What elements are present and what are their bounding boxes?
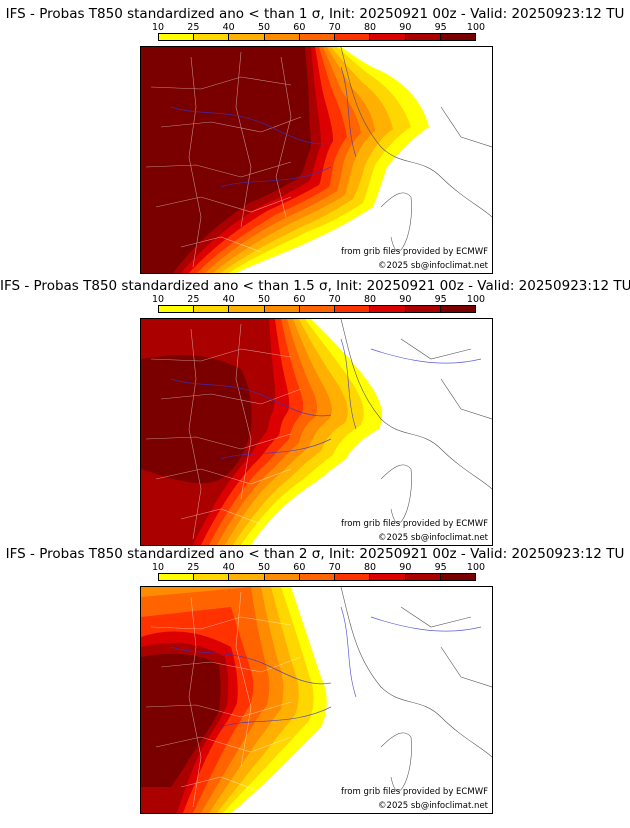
copyright-credit: ©2025 sb@infoclimat.net <box>378 801 488 811</box>
colorbar-tick-label: 90 <box>399 294 412 305</box>
colorbar <box>158 305 476 313</box>
colorbar-tick-label: 100 <box>466 562 486 573</box>
colorbar-swatch <box>440 306 475 312</box>
coastline-borders <box>340 319 492 524</box>
colorbar-tick-label: 50 <box>257 294 271 305</box>
colorbar-swatch <box>370 306 406 312</box>
colorbar-swatch <box>299 574 336 580</box>
colorbar-swatch <box>194 574 230 580</box>
probability-map: from grib files provided by ECMWF ©2025 … <box>140 318 493 546</box>
colorbar-swatch <box>159 34 195 40</box>
colorbar-swatch <box>264 34 300 40</box>
probability-map: from grib files provided by ECMWF ©2025 … <box>140 46 493 274</box>
colorbar-swatch <box>194 34 230 40</box>
colorbar-tick-label: 80 <box>363 294 377 305</box>
colorbar-tick-label: 60 <box>293 562 306 573</box>
colorbar-swatch <box>440 574 475 580</box>
colorbar-swatch <box>335 34 371 40</box>
colorbar-tick-label: 95 <box>434 562 447 573</box>
colorbar-tick-label: 25 <box>187 562 200 573</box>
colorbar-tick-label: 40 <box>222 22 235 33</box>
panel-title: IFS - Probas T850 standardized ano < tha… <box>5 546 625 562</box>
coastline-borders <box>340 47 492 252</box>
colorbar-tick-label: 70 <box>328 562 341 573</box>
colorbar-tick-label: 10 <box>151 22 165 33</box>
map-panel-2: IFS - Probas T850 standardized ano < tha… <box>0 278 630 546</box>
colorbar-tick-label: 70 <box>328 22 341 33</box>
source-credit: from grib files provided by ECMWF <box>341 787 488 797</box>
copyright-credit: ©2025 sb@infoclimat.net <box>378 261 488 271</box>
colorbar-tick-label: 90 <box>399 22 412 33</box>
colorbar-swatch <box>405 34 441 40</box>
colorbar-labels: 10 25 40 50 60 70 80 90 95 100 <box>152 294 485 305</box>
map-panel-1: IFS - Probas T850 standardized ano < tha… <box>0 6 630 274</box>
source-credit: from grib files provided by ECMWF <box>341 519 488 529</box>
colorbar-tick-label: 10 <box>151 294 165 305</box>
coastline-borders <box>340 587 492 792</box>
colorbar-swatch <box>405 574 441 580</box>
colorbar-swatch <box>229 574 265 580</box>
colorbar-swatch <box>229 34 265 40</box>
colorbar-tick-label: 50 <box>257 22 271 33</box>
colorbar-labels: 10 25 40 50 60 70 80 90 95 100 <box>152 22 485 33</box>
colorbar-tick-label: 80 <box>363 562 377 573</box>
colorbar-tick-label: 50 <box>257 562 271 573</box>
colorbar-tick-label: 25 <box>187 294 200 305</box>
zone-95 <box>141 653 221 787</box>
region-borders <box>145 591 302 808</box>
rivers <box>170 338 482 460</box>
colorbar-tick-label: 100 <box>466 22 486 33</box>
region-borders <box>145 51 302 268</box>
zone-95 <box>141 354 252 484</box>
colorbar-tick-label: 80 <box>363 22 377 33</box>
colorbar-swatch <box>159 306 195 312</box>
colorbar-tick-label: 95 <box>434 294 447 305</box>
colorbar-tick-label: 25 <box>187 22 200 33</box>
colorbar-tick-label: 60 <box>293 22 306 33</box>
colorbar-swatch <box>299 34 336 40</box>
colorbar <box>158 573 476 581</box>
colorbar-swatch <box>229 306 265 312</box>
probability-map: from grib files provided by ECMWF ©2025 … <box>140 586 493 814</box>
colorbar-tick-label: 40 <box>222 562 235 573</box>
colorbar-tick-label: 70 <box>328 294 341 305</box>
rivers <box>170 66 357 188</box>
zone-95 <box>141 47 311 273</box>
colorbar-tick-label: 10 <box>151 562 165 573</box>
colorbar-tick-label: 95 <box>434 22 447 33</box>
colorbar-swatch <box>159 574 195 580</box>
colorbar-swatch <box>299 306 336 312</box>
region-borders <box>145 323 302 540</box>
map-panel-3: IFS - Probas T850 standardized ano < tha… <box>0 546 630 814</box>
colorbar-swatch <box>194 306 230 312</box>
colorbar-tick-label: 90 <box>399 562 412 573</box>
panel-title: IFS - Probas T850 standardized ano < tha… <box>0 278 630 294</box>
colorbar-swatch <box>264 306 300 312</box>
colorbar-swatch <box>264 574 300 580</box>
colorbar-swatch <box>370 34 406 40</box>
colorbar <box>158 33 476 41</box>
colorbar-tick-label: 40 <box>222 294 235 305</box>
rivers <box>170 606 482 728</box>
colorbar-tick-label: 60 <box>293 294 306 305</box>
colorbar-swatch <box>335 306 371 312</box>
panel-title: IFS - Probas T850 standardized ano < tha… <box>5 6 625 22</box>
colorbar-swatch <box>370 574 406 580</box>
source-credit: from grib files provided by ECMWF <box>341 247 488 257</box>
colorbar-tick-label: 100 <box>466 294 486 305</box>
colorbar-swatch <box>335 574 371 580</box>
copyright-credit: ©2025 sb@infoclimat.net <box>378 533 488 543</box>
colorbar-swatch <box>440 34 475 40</box>
colorbar-labels: 10 25 40 50 60 70 80 90 95 100 <box>152 562 485 573</box>
colorbar-swatch <box>405 306 441 312</box>
